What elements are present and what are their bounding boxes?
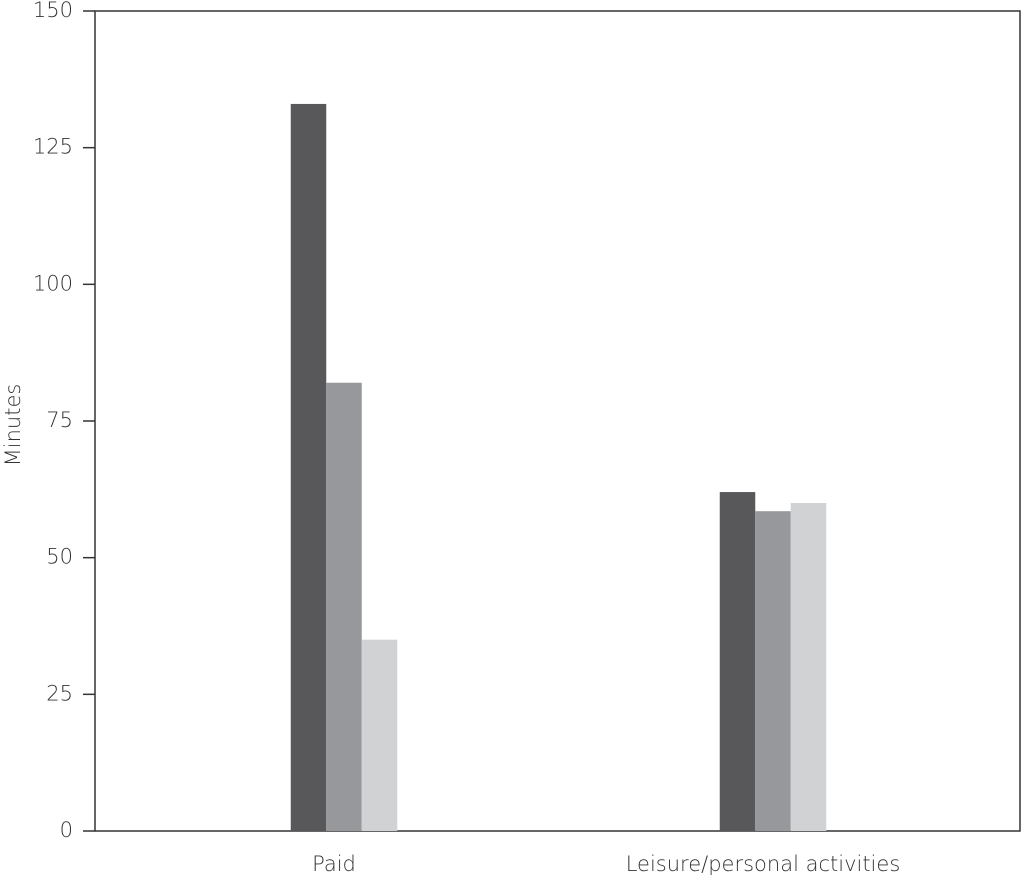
bar bbox=[790, 503, 827, 831]
y-tick-label: 75 bbox=[46, 408, 73, 432]
x-tick-label: Leisure/personal activities bbox=[626, 852, 901, 876]
plot-frame bbox=[94, 10, 1021, 832]
y-tick-label: 50 bbox=[46, 545, 73, 569]
bar bbox=[719, 492, 756, 831]
bar bbox=[755, 511, 791, 831]
y-tick-label: 100 bbox=[33, 271, 73, 295]
bar bbox=[290, 103, 327, 831]
y-tick-label: 150 bbox=[33, 0, 73, 22]
x-tick-label: Paid bbox=[312, 852, 356, 876]
y-tick-label: 0 bbox=[60, 818, 73, 842]
y-tick-label: 125 bbox=[33, 135, 73, 159]
bar bbox=[326, 382, 362, 831]
y-tick-label: 25 bbox=[46, 681, 73, 705]
y-axis-label: Minutes bbox=[1, 384, 25, 467]
bar bbox=[361, 639, 398, 831]
